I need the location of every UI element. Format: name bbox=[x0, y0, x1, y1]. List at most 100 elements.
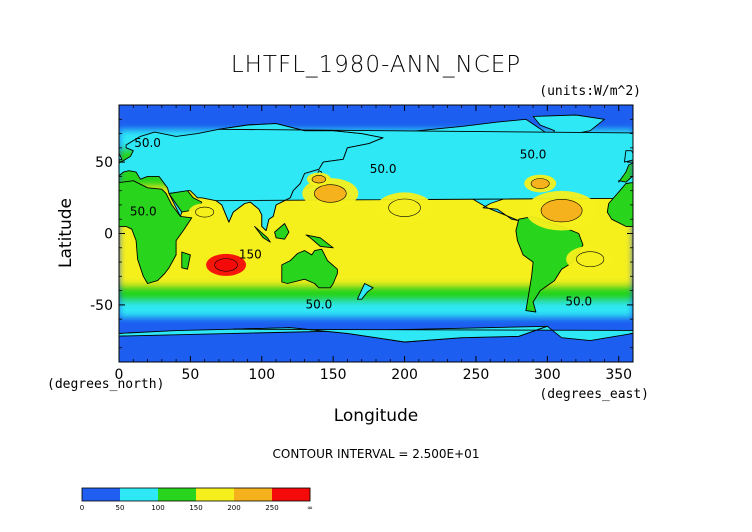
zonal-band bbox=[119, 310, 633, 315]
x-tick-label: 100 bbox=[248, 367, 275, 383]
zonal-band bbox=[119, 239, 633, 243]
land-new-guinea bbox=[305, 234, 334, 249]
zonal-band bbox=[119, 233, 633, 237]
zonal-band bbox=[119, 262, 633, 266]
zonal-band bbox=[119, 222, 633, 226]
zonal-band bbox=[119, 322, 633, 326]
zonal-band bbox=[119, 204, 633, 209]
land-australia bbox=[281, 248, 338, 289]
colorbar-swatch bbox=[158, 488, 178, 501]
land-antarctica bbox=[232, 325, 633, 362]
colorbar-swatch bbox=[82, 488, 102, 501]
x-tick-label: 150 bbox=[320, 367, 347, 383]
zonal-band bbox=[119, 296, 633, 300]
zonal-band bbox=[119, 282, 633, 286]
zonal-band bbox=[119, 113, 633, 118]
colorbar-swatch bbox=[120, 488, 140, 501]
colorbar-swatch bbox=[177, 488, 197, 501]
zonal-band bbox=[119, 219, 633, 223]
hotspot-core bbox=[540, 199, 583, 223]
contour-label: 50.0 bbox=[130, 205, 157, 219]
zonal-band bbox=[119, 213, 633, 217]
x-unit-label: (degrees_east) bbox=[539, 387, 649, 402]
zonal-band bbox=[119, 230, 633, 235]
colorbar-level-label: 250 bbox=[265, 504, 278, 512]
zonal-band bbox=[119, 244, 633, 249]
x-tick-label: 0 bbox=[115, 367, 124, 383]
zonal-band bbox=[119, 270, 633, 275]
contour-interval-text: CONTOUR INTERVAL = 2.500E+01 bbox=[273, 447, 480, 461]
zonal-band bbox=[119, 216, 633, 220]
zonal-band bbox=[119, 316, 633, 320]
land-new-zealand bbox=[356, 283, 374, 300]
land-madagascar bbox=[181, 251, 191, 270]
colorbar-frame bbox=[81, 487, 311, 502]
hotspot-core bbox=[388, 198, 421, 217]
zonal-band bbox=[119, 210, 633, 215]
y-axis-label: Latitude bbox=[56, 198, 76, 268]
contour-label: 50.0 bbox=[134, 136, 161, 150]
colorbar-swatch bbox=[215, 488, 235, 501]
y-tick-label: -50 bbox=[90, 298, 113, 314]
colorbar-level-label: 100 bbox=[151, 504, 164, 512]
colorbar-swatch bbox=[234, 488, 254, 501]
zonal-band bbox=[119, 119, 633, 123]
hotspot-core bbox=[530, 178, 550, 189]
y-tick-label: 0 bbox=[104, 227, 113, 243]
colorbar-swatch bbox=[196, 488, 216, 501]
zonal-band bbox=[119, 302, 633, 306]
contour-labels: 50.0 50.0 150 50.0 50.0 50.0 50.0 bbox=[130, 136, 592, 311]
land-layer bbox=[119, 114, 633, 362]
land-africa bbox=[119, 180, 193, 284]
x-tick-label: 50 bbox=[181, 367, 199, 383]
zonal-band bbox=[119, 356, 633, 360]
hotspot-core bbox=[311, 175, 327, 184]
zonal-band bbox=[119, 202, 633, 206]
colorbar-level-label: 0 bbox=[80, 504, 84, 512]
x-tick-label: 200 bbox=[391, 367, 418, 383]
zonal-band bbox=[119, 122, 633, 126]
hotspot-core bbox=[314, 184, 347, 203]
axis-ticks: 0 50 100 150 200 250 300 350 -50 0 50 bbox=[90, 105, 633, 383]
contour-label: 50.0 bbox=[565, 295, 592, 309]
contour-label: 50.0 bbox=[520, 147, 547, 161]
colorbar: 0 50 100 150 200 250 ∞ bbox=[80, 487, 313, 512]
land-uk bbox=[623, 150, 633, 163]
hotspot-core bbox=[214, 258, 238, 272]
plot-area: 50.0 50.0 150 50.0 50.0 50.0 50.0 0 50 100 150 200… bbox=[90, 104, 634, 383]
zonal-band bbox=[119, 224, 633, 229]
zonal-band bbox=[119, 342, 633, 346]
colorbar-swatch bbox=[139, 488, 159, 501]
chart-title: LHTFL_1980-ANN_NCEP bbox=[231, 52, 521, 78]
zonal-band bbox=[119, 250, 633, 255]
zonal-band bbox=[119, 264, 633, 269]
hotspot-core bbox=[576, 251, 605, 268]
contour-label: 50.0 bbox=[306, 297, 333, 311]
land-borneo bbox=[274, 223, 290, 240]
land-africa bbox=[606, 182, 633, 227]
x-tick-label: 350 bbox=[605, 367, 632, 383]
colorbar-swatch bbox=[253, 488, 273, 501]
zonal-band bbox=[119, 353, 633, 357]
zonal-band bbox=[119, 256, 633, 260]
land-sumatra bbox=[254, 225, 271, 243]
zonal-band bbox=[119, 313, 633, 317]
colorbar-level-label: 200 bbox=[227, 504, 240, 512]
colorbar-level-label: ∞ bbox=[307, 504, 313, 512]
zonal-band bbox=[119, 347, 633, 352]
zonal-band bbox=[119, 253, 633, 257]
x-axis-label: Longitude bbox=[334, 406, 419, 426]
zonal-band bbox=[119, 227, 633, 232]
zonal-band bbox=[119, 350, 633, 355]
units-label: (units:W/m^2) bbox=[539, 84, 641, 99]
x-tick-label: 300 bbox=[534, 367, 561, 383]
zonal-band bbox=[119, 124, 633, 129]
zonal-band bbox=[119, 247, 633, 252]
zonal-band bbox=[119, 273, 633, 277]
zonal-band bbox=[119, 299, 633, 303]
zonal-band bbox=[119, 107, 633, 112]
zonal-band bbox=[119, 304, 633, 309]
zonal-band bbox=[119, 199, 633, 203]
colorbar-level-label: 50 bbox=[116, 504, 125, 512]
